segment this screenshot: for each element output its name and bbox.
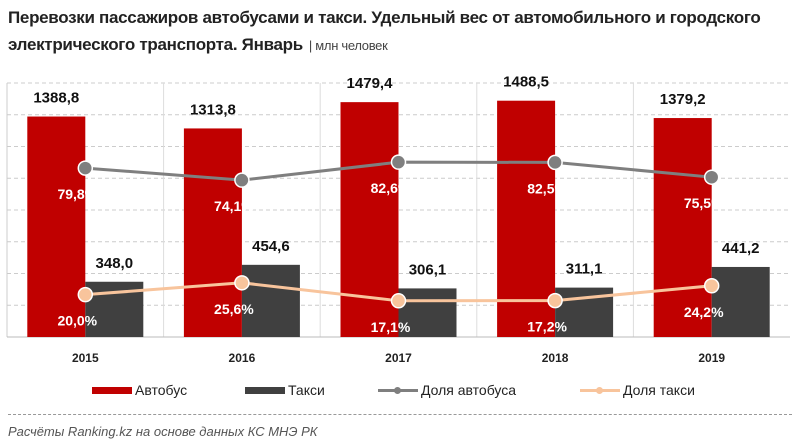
bar-data-label: 1379,2 [660, 91, 706, 108]
bar-data-label: 1479,4 [347, 75, 394, 92]
line-data-label: 74,1% [214, 198, 254, 214]
line-data-label: 25,6% [214, 301, 254, 317]
bar-data-label: 441,2 [722, 240, 760, 257]
line-marker [703, 169, 720, 185]
legend-item-taxi-share: Доля такси [580, 382, 695, 398]
bar-data-label: 306,1 [409, 261, 447, 278]
line-data-label: 17,2% [527, 319, 567, 335]
legend-item-bus: Автобус [92, 382, 187, 398]
bus-bar [27, 116, 86, 337]
line-marker [390, 293, 407, 309]
line-data-label: 82,5% [527, 180, 567, 196]
legend-swatch [245, 386, 285, 394]
divider [8, 414, 792, 415]
bus-bar [497, 100, 556, 337]
x-tick-label: 2017 [385, 351, 412, 365]
taxi-bar [711, 266, 770, 337]
line-marker [547, 154, 563, 171]
unit-label: | млн человек [308, 38, 388, 53]
legend-label: Такси [288, 382, 325, 398]
x-tick-label: 2019 [698, 351, 725, 365]
legend-label: Автобус [135, 382, 188, 398]
taxi-bar [241, 264, 300, 337]
line-marker [77, 286, 94, 303]
line-data-label: 82,6% [371, 180, 411, 196]
bar-data-label: 1388,8 [33, 90, 79, 107]
line-data-label: 75,5% [684, 195, 724, 211]
chart: 2015 1388,8 348,0 2016 1313,8 454,6 2017 1479,4… [6, 74, 790, 365]
line-marker [703, 278, 720, 294]
bus-bar [653, 118, 712, 337]
x-tick-label: 2018 [542, 351, 569, 365]
line-data-label: 17,1% [371, 319, 411, 335]
bus-bar [183, 128, 242, 337]
x-tick-label: 2015 [72, 351, 99, 365]
legend-label: Доля такси [623, 382, 695, 398]
bus-bar [340, 102, 399, 337]
line-marker [234, 172, 250, 188]
taxi-bar [398, 288, 457, 337]
line-data-label: 20,0% [57, 313, 97, 329]
line-data-label: 24,2% [684, 304, 724, 320]
bar-data-label: 348,0 [96, 255, 134, 272]
line-data-label: 79,8% [57, 186, 97, 202]
line-marker [390, 154, 407, 170]
legend-swatch [378, 386, 418, 394]
line-marker [547, 292, 563, 309]
legend-swatch [580, 386, 620, 394]
legend-label: Доля автобуса [421, 382, 517, 398]
x-tick-label: 2016 [229, 351, 256, 365]
legend-swatch [92, 386, 132, 394]
bar-data-label: 1313,8 [190, 101, 236, 118]
line-marker [77, 160, 94, 176]
legend-item-taxi: Такси [245, 382, 325, 398]
bar-data-label: 1488,5 [503, 74, 549, 91]
bar-data-label: 454,6 [252, 238, 290, 255]
chart-title: Перевозки пассажиров автобусами и такси.… [8, 8, 761, 54]
source-note: Расчёты Ranking.kz на основе данных КС М… [8, 424, 318, 439]
bar-data-label: 311,1 [566, 261, 603, 278]
line-marker [234, 275, 250, 291]
legend-item-bus-share: Доля автобуса [378, 382, 516, 398]
